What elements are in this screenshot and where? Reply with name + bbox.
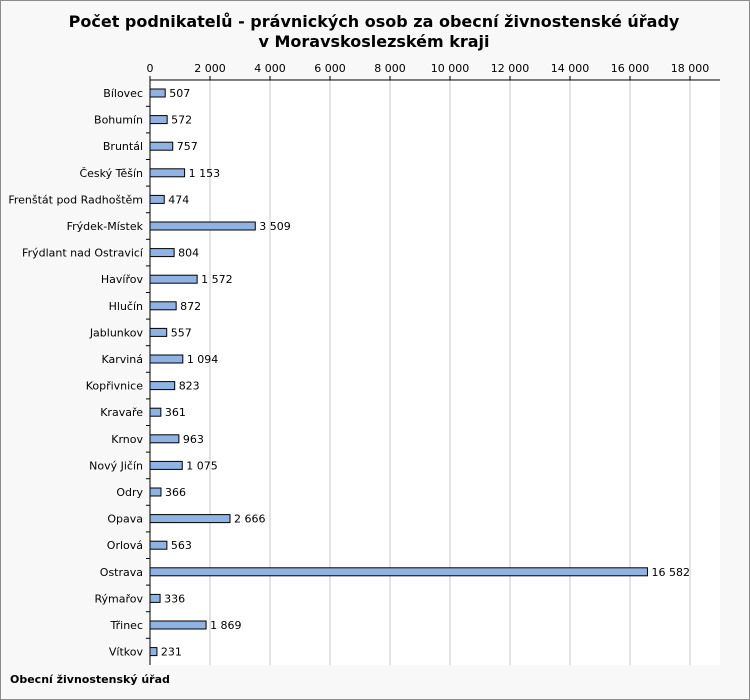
category-label: Opava xyxy=(107,513,143,526)
bar-value-label: 757 xyxy=(177,140,198,153)
bar-value-label: 1 153 xyxy=(189,167,221,180)
bar xyxy=(149,221,256,231)
bar-value-label: 231 xyxy=(161,646,182,659)
category-label: Havířov xyxy=(101,273,144,286)
bar-value-label: 366 xyxy=(165,486,186,499)
bar xyxy=(149,168,186,178)
bar-value-label: 1 572 xyxy=(201,273,233,286)
category-label: Karviná xyxy=(101,353,143,366)
bar-value-label: 804 xyxy=(178,247,199,260)
bar-value-label: 3 509 xyxy=(259,220,291,233)
x-tick-label: 12 000 xyxy=(491,62,530,75)
x-tick-label: 16 000 xyxy=(611,62,650,75)
bar xyxy=(149,647,158,657)
bar-value-label: 872 xyxy=(180,300,201,313)
bar-value-label: 1 094 xyxy=(187,353,219,366)
x-axis-tick-labels: 0 2 000 4 000 6 000 8 000 10 000 12 000 14 000 1… xyxy=(147,62,710,75)
x-tick-label: 8 000 xyxy=(374,62,406,75)
category-label: Ostrava xyxy=(100,566,143,579)
bar-value-label: 2 666 xyxy=(234,513,265,526)
bar xyxy=(149,194,165,204)
bar xyxy=(149,248,175,258)
category-label: Jablunkov xyxy=(89,326,144,339)
bar xyxy=(149,274,198,284)
category-label: Odry xyxy=(116,486,143,499)
category-label: Nový Jičín xyxy=(89,459,143,472)
bar xyxy=(149,407,162,417)
category-label: Frenštát pod Radhoštěm xyxy=(8,193,143,206)
chart-title-line-2: v Moravskoslezském kraji xyxy=(258,32,490,51)
bar-value-label: 474 xyxy=(168,193,189,206)
category-label: Hlučín xyxy=(109,300,143,313)
bar xyxy=(149,514,231,524)
bar-value-label: 557 xyxy=(171,326,192,339)
category-label: Bohumín xyxy=(94,114,143,127)
bar-value-label: 823 xyxy=(179,380,200,393)
category-label: Kopřivnice xyxy=(86,380,144,393)
bar xyxy=(149,115,168,125)
chart-title: Počet podnikatelů - právnických osob za … xyxy=(0,12,748,52)
category-label: Rýmařov xyxy=(94,592,143,605)
plot-area xyxy=(150,80,720,665)
category-label: Vítkov xyxy=(109,646,144,659)
bar xyxy=(149,567,648,577)
category-label: Frýdek-Místek xyxy=(67,220,144,233)
category-label: Bílovec xyxy=(103,87,143,100)
chart-title-line-1: Počet podnikatelů - právnických osob za … xyxy=(68,12,680,31)
bar-value-label: 361 xyxy=(165,406,186,419)
bar xyxy=(149,620,207,630)
category-label: Frýdlant nad Ostravicí xyxy=(22,247,144,260)
category-labels: Bílovec Bohumín Bruntál Český Těšín Frenštát… xyxy=(8,87,144,659)
axes xyxy=(146,76,720,665)
x-tick-label: 4 000 xyxy=(254,62,286,75)
bar xyxy=(149,460,183,470)
bar xyxy=(149,327,168,337)
category-label: Třinec xyxy=(110,619,143,632)
bar xyxy=(149,88,166,98)
category-label: Krnov xyxy=(111,433,143,446)
bar xyxy=(149,381,176,391)
bar-value-label: 563 xyxy=(171,539,192,552)
bar-value-label: 507 xyxy=(169,87,190,100)
bar xyxy=(149,487,162,497)
category-label: Orlová xyxy=(107,539,143,552)
bar xyxy=(149,434,180,444)
bar-value-label: 963 xyxy=(183,433,204,446)
bar-value-label: 336 xyxy=(164,592,185,605)
category-label: Bruntál xyxy=(103,140,143,153)
category-label: Kravaře xyxy=(100,406,143,419)
bar-value-label: 16 582 xyxy=(651,566,690,579)
bar xyxy=(149,354,184,364)
bar xyxy=(149,301,177,311)
bar xyxy=(149,540,168,550)
bar-value-label: 1 869 xyxy=(210,619,242,632)
x-tick-label: 18 000 xyxy=(671,62,710,75)
bar xyxy=(149,593,161,603)
x-tick-label: 6 000 xyxy=(314,62,346,75)
y-axis-title: Obecní živnostenský úřad xyxy=(10,673,170,686)
x-tick-label: 0 xyxy=(147,62,154,75)
category-label: Český Těšín xyxy=(79,167,143,180)
bar xyxy=(149,141,174,151)
bar-value-label: 1 075 xyxy=(186,459,218,472)
x-tick-label: 2 000 xyxy=(194,62,226,75)
x-tick-label: 10 000 xyxy=(431,62,470,75)
bar-value-label: 572 xyxy=(171,114,192,127)
x-tick-label: 14 000 xyxy=(551,62,590,75)
